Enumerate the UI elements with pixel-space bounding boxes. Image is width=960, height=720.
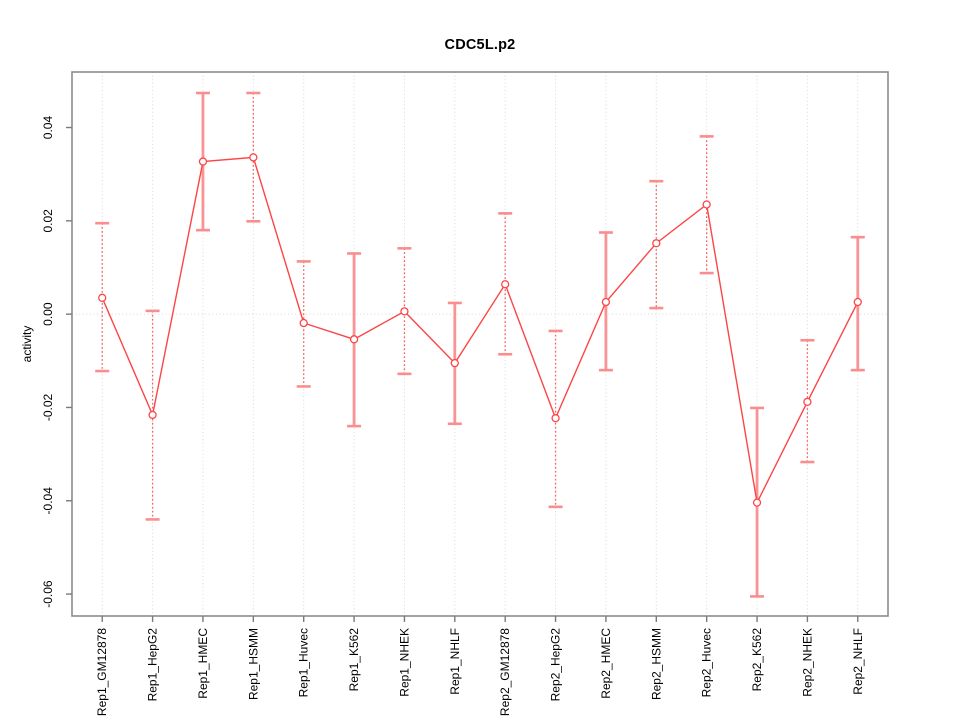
x-tick-label: Rep2_GM12878 — [498, 628, 512, 716]
y-tick-label: -0.06 — [41, 580, 55, 608]
x-tick-label: Rep1_Huvec — [297, 628, 311, 697]
data-point-marker — [400, 307, 409, 316]
x-tick-label: Rep1_HSMM — [246, 628, 260, 700]
x-tick-label: Rep1_HepG2 — [146, 628, 160, 702]
data-point-marker — [652, 239, 661, 248]
x-tick-label: Rep1_K562 — [347, 628, 361, 692]
data-point-marker — [601, 297, 611, 307]
y-tick-label: -0.04 — [41, 487, 55, 515]
data-point-marker — [198, 157, 208, 166]
x-tick-label: Rep2_NHLF — [851, 628, 865, 695]
data-point-marker — [299, 318, 308, 328]
data-point-marker — [853, 297, 862, 307]
x-tick-label: Rep1_NHLF — [448, 628, 462, 695]
data-point-marker — [501, 280, 510, 289]
data-point-marker — [450, 358, 459, 368]
data-point-marker — [752, 498, 762, 507]
x-tick-label: Rep2_K562 — [750, 628, 764, 692]
series-line — [101, 156, 859, 505]
chart-title: CDC5L.p2 — [444, 37, 516, 53]
data-point-marker — [551, 414, 560, 423]
data-point-marker — [148, 410, 157, 420]
x-tick-label: Rep2_NHEK — [800, 628, 814, 697]
x-tick-label: Rep1_NHEK — [397, 628, 411, 697]
x-tick-label: Rep1_HMEC — [196, 628, 210, 699]
x-tick-label: Rep2_Huvec — [700, 628, 714, 697]
y-tick-label: 0.02 — [41, 209, 55, 233]
y-tick-label: 0.04 — [41, 116, 55, 140]
x-tick-label: Rep2_HSMM — [649, 628, 663, 700]
data-point-marker — [98, 293, 107, 302]
y-tick-label: -0.02 — [41, 393, 55, 421]
y-tick-label: 0.00 — [41, 302, 55, 326]
data-point-marker — [349, 335, 359, 344]
data-point-marker — [803, 397, 812, 407]
x-tick-label: Rep2_HepG2 — [549, 628, 563, 702]
plot-frame — [71, 71, 889, 617]
x-tick-label: Rep2_HMEC — [599, 628, 613, 699]
data-point-marker — [702, 200, 711, 209]
x-tick-label: Rep1_GM12878 — [95, 628, 109, 716]
data-point-marker — [249, 153, 258, 162]
